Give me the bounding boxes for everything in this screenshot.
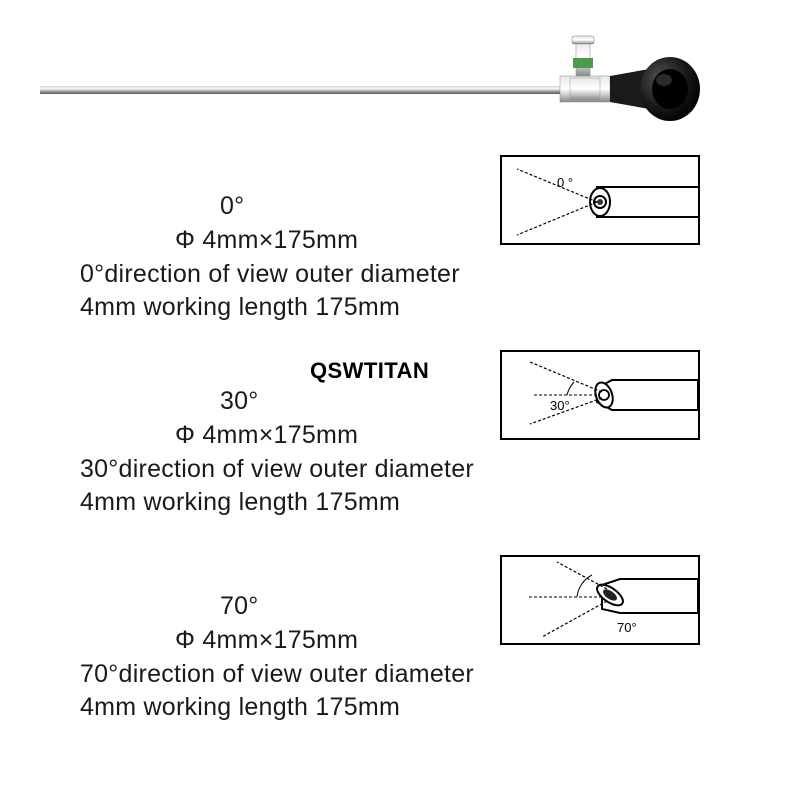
- angle-label: 70°: [617, 620, 637, 635]
- angle-diagram-70deg: 70°: [500, 555, 700, 645]
- brand-label: QSWTITAN: [310, 358, 429, 384]
- angle-diagram-30deg: 30°: [500, 350, 700, 440]
- angle-label: 0 °: [557, 175, 573, 190]
- spec-line1: 0°direction of view outer diameter: [80, 258, 720, 292]
- spec-line1: 70°direction of view outer diameter: [80, 658, 720, 692]
- spec-line2: 4mm working length 175mm: [80, 486, 720, 520]
- product-illustration: [40, 30, 760, 130]
- spec-line2: 4mm working length 175mm: [80, 691, 720, 725]
- spec-line1: 30°direction of view outer diameter: [80, 453, 720, 487]
- angle-label: 30°: [550, 398, 570, 413]
- angle-diagram-0deg: 0 °: [500, 155, 700, 245]
- spec-line2: 4mm working length 175mm: [80, 291, 720, 325]
- spec-block-0deg: 0 ° 0° Φ 4mm×175mm 0°direction of view o…: [80, 190, 720, 325]
- spec-block-70deg: 70° 70° Φ 4mm×175mm 70°direction of view…: [80, 590, 720, 725]
- spec-block-30deg: 30° 30° Φ 4mm×175mm 30°direction of view…: [80, 385, 720, 520]
